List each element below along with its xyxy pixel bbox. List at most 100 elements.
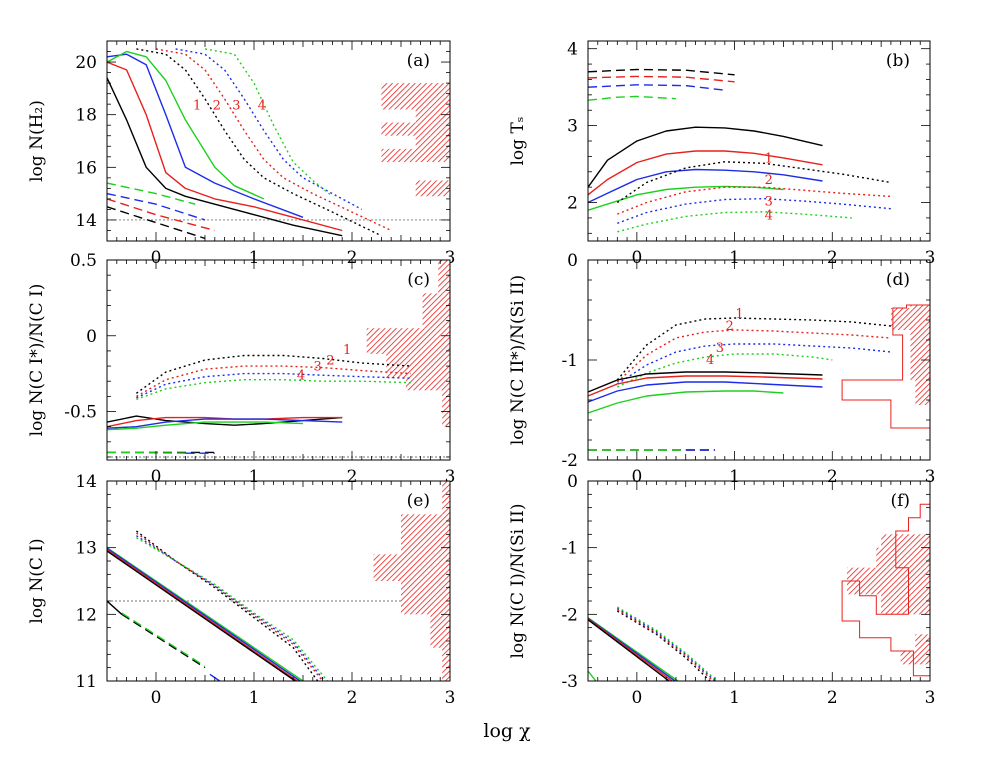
series-black-solid (107, 600, 123, 615)
y-tick-label: 0.5 (70, 251, 97, 271)
x-tick-label: 1 (249, 467, 260, 487)
y-tick-label: 13 (75, 539, 97, 559)
series-red-dashed (588, 75, 735, 83)
series-green-dotted (136, 537, 329, 681)
panel-label: (c) (407, 270, 430, 290)
histogram-bin (900, 651, 930, 665)
y-tick-label: 18 (75, 106, 97, 126)
x-tick-label: 1 (729, 467, 740, 487)
series-black-dotted (616, 317, 891, 381)
x-tick-label: 2 (347, 467, 358, 487)
series-blue-solid (588, 168, 823, 204)
axes-frame (106, 259, 451, 461)
y-axis-label: log N(C I)/N(Si II) (508, 503, 528, 658)
y-axis-label: log N(C I*)/N(C I) (27, 284, 47, 437)
x-tick-label: 0 (151, 688, 162, 708)
curve-label: 2 (765, 173, 773, 188)
histogram-bin (381, 122, 450, 136)
y-tick-label: 14 (75, 472, 97, 492)
series-red-dotted (135, 532, 324, 681)
series-red-solid (588, 618, 673, 681)
series-blue-dotted (175, 48, 363, 211)
curve-label: 1 (735, 307, 743, 322)
series-blue-dotted (136, 535, 326, 681)
curve-label: 1 (343, 343, 351, 358)
y-tick-label: -3 (561, 672, 578, 692)
y-tick-label: 0 (86, 327, 97, 347)
series-black-dotted (135, 530, 319, 681)
y-tick-label: 11 (75, 672, 97, 692)
curve-label: 2 (726, 319, 734, 334)
histogram-bin (381, 83, 450, 89)
y-tick-label: 4 (567, 40, 578, 60)
curve-label: 4 (258, 98, 266, 113)
histogram-bin (415, 135, 450, 149)
curve-label: 3 (765, 195, 773, 210)
series-blue-solid (107, 53, 304, 218)
y-tick-label: -1 (561, 351, 578, 371)
histogram-bin (915, 380, 930, 405)
histogram-bin (881, 594, 930, 615)
x-tick-label: 3 (445, 248, 456, 268)
y-tick-label: 0 (567, 251, 578, 271)
x-tick-label: 0 (631, 467, 642, 487)
histogram-bin (442, 481, 450, 515)
histogram-bin (422, 293, 450, 329)
x-tick-label: 1 (729, 248, 740, 268)
y-axis-label: log N(C II*)/N(Si II) (508, 275, 528, 445)
y-tick-label: 20 (75, 53, 97, 73)
histogram-bin (405, 378, 450, 391)
histogram-bin (381, 148, 450, 163)
y-tick-label: 14 (75, 211, 97, 231)
series-blue-solid (107, 547, 301, 681)
series-blue-dashed (107, 192, 206, 221)
series-red-solid (588, 375, 823, 397)
histogram-bin (910, 330, 930, 380)
series-green-dashed (107, 451, 196, 454)
y-tick-label: -2 (561, 605, 578, 625)
series-blue-dotted (136, 372, 411, 399)
histogram-outline (841, 503, 930, 677)
x-tick-label: 2 (347, 248, 358, 268)
panel-label: (f) (890, 491, 910, 511)
histogram-bin (438, 260, 450, 294)
series-black-dotted (616, 161, 892, 204)
histogram-bin (366, 328, 450, 354)
series-red-dashed (107, 198, 215, 232)
plot-area (588, 503, 930, 681)
histogram-bin (401, 514, 450, 555)
histogram-bin (386, 353, 450, 379)
x-tick-label: 3 (925, 688, 936, 708)
x-tick-label: 2 (827, 688, 838, 708)
histogram-bin (373, 554, 450, 581)
series-red-dotted (616, 329, 891, 383)
axes-frame (587, 259, 931, 461)
y-tick-label: 16 (75, 158, 97, 178)
x-tick-label: 2 (827, 248, 838, 268)
series-green-solid (588, 670, 597, 681)
y-tick-label: 3 (567, 117, 578, 137)
series-green-solid (588, 390, 784, 414)
series-black-solid (107, 77, 343, 237)
series-blue-solid (588, 617, 676, 681)
curve-label: 2 (326, 354, 334, 369)
curve-label: 1 (765, 152, 773, 167)
histogram-bin (910, 305, 930, 308)
x-tick-label: 3 (445, 467, 456, 487)
series-red-dotted (616, 609, 714, 681)
histogram-bin (881, 534, 930, 548)
curve-label: 3 (314, 360, 322, 375)
histogram-bin (876, 547, 930, 568)
panel-label: (b) (886, 51, 910, 71)
series-red-solid (107, 416, 343, 428)
y-axis-label: log Tₛ (508, 116, 528, 165)
x-tick-label: 0 (631, 688, 642, 708)
series-red-dotted (136, 365, 411, 398)
series-green-solid (107, 421, 304, 431)
